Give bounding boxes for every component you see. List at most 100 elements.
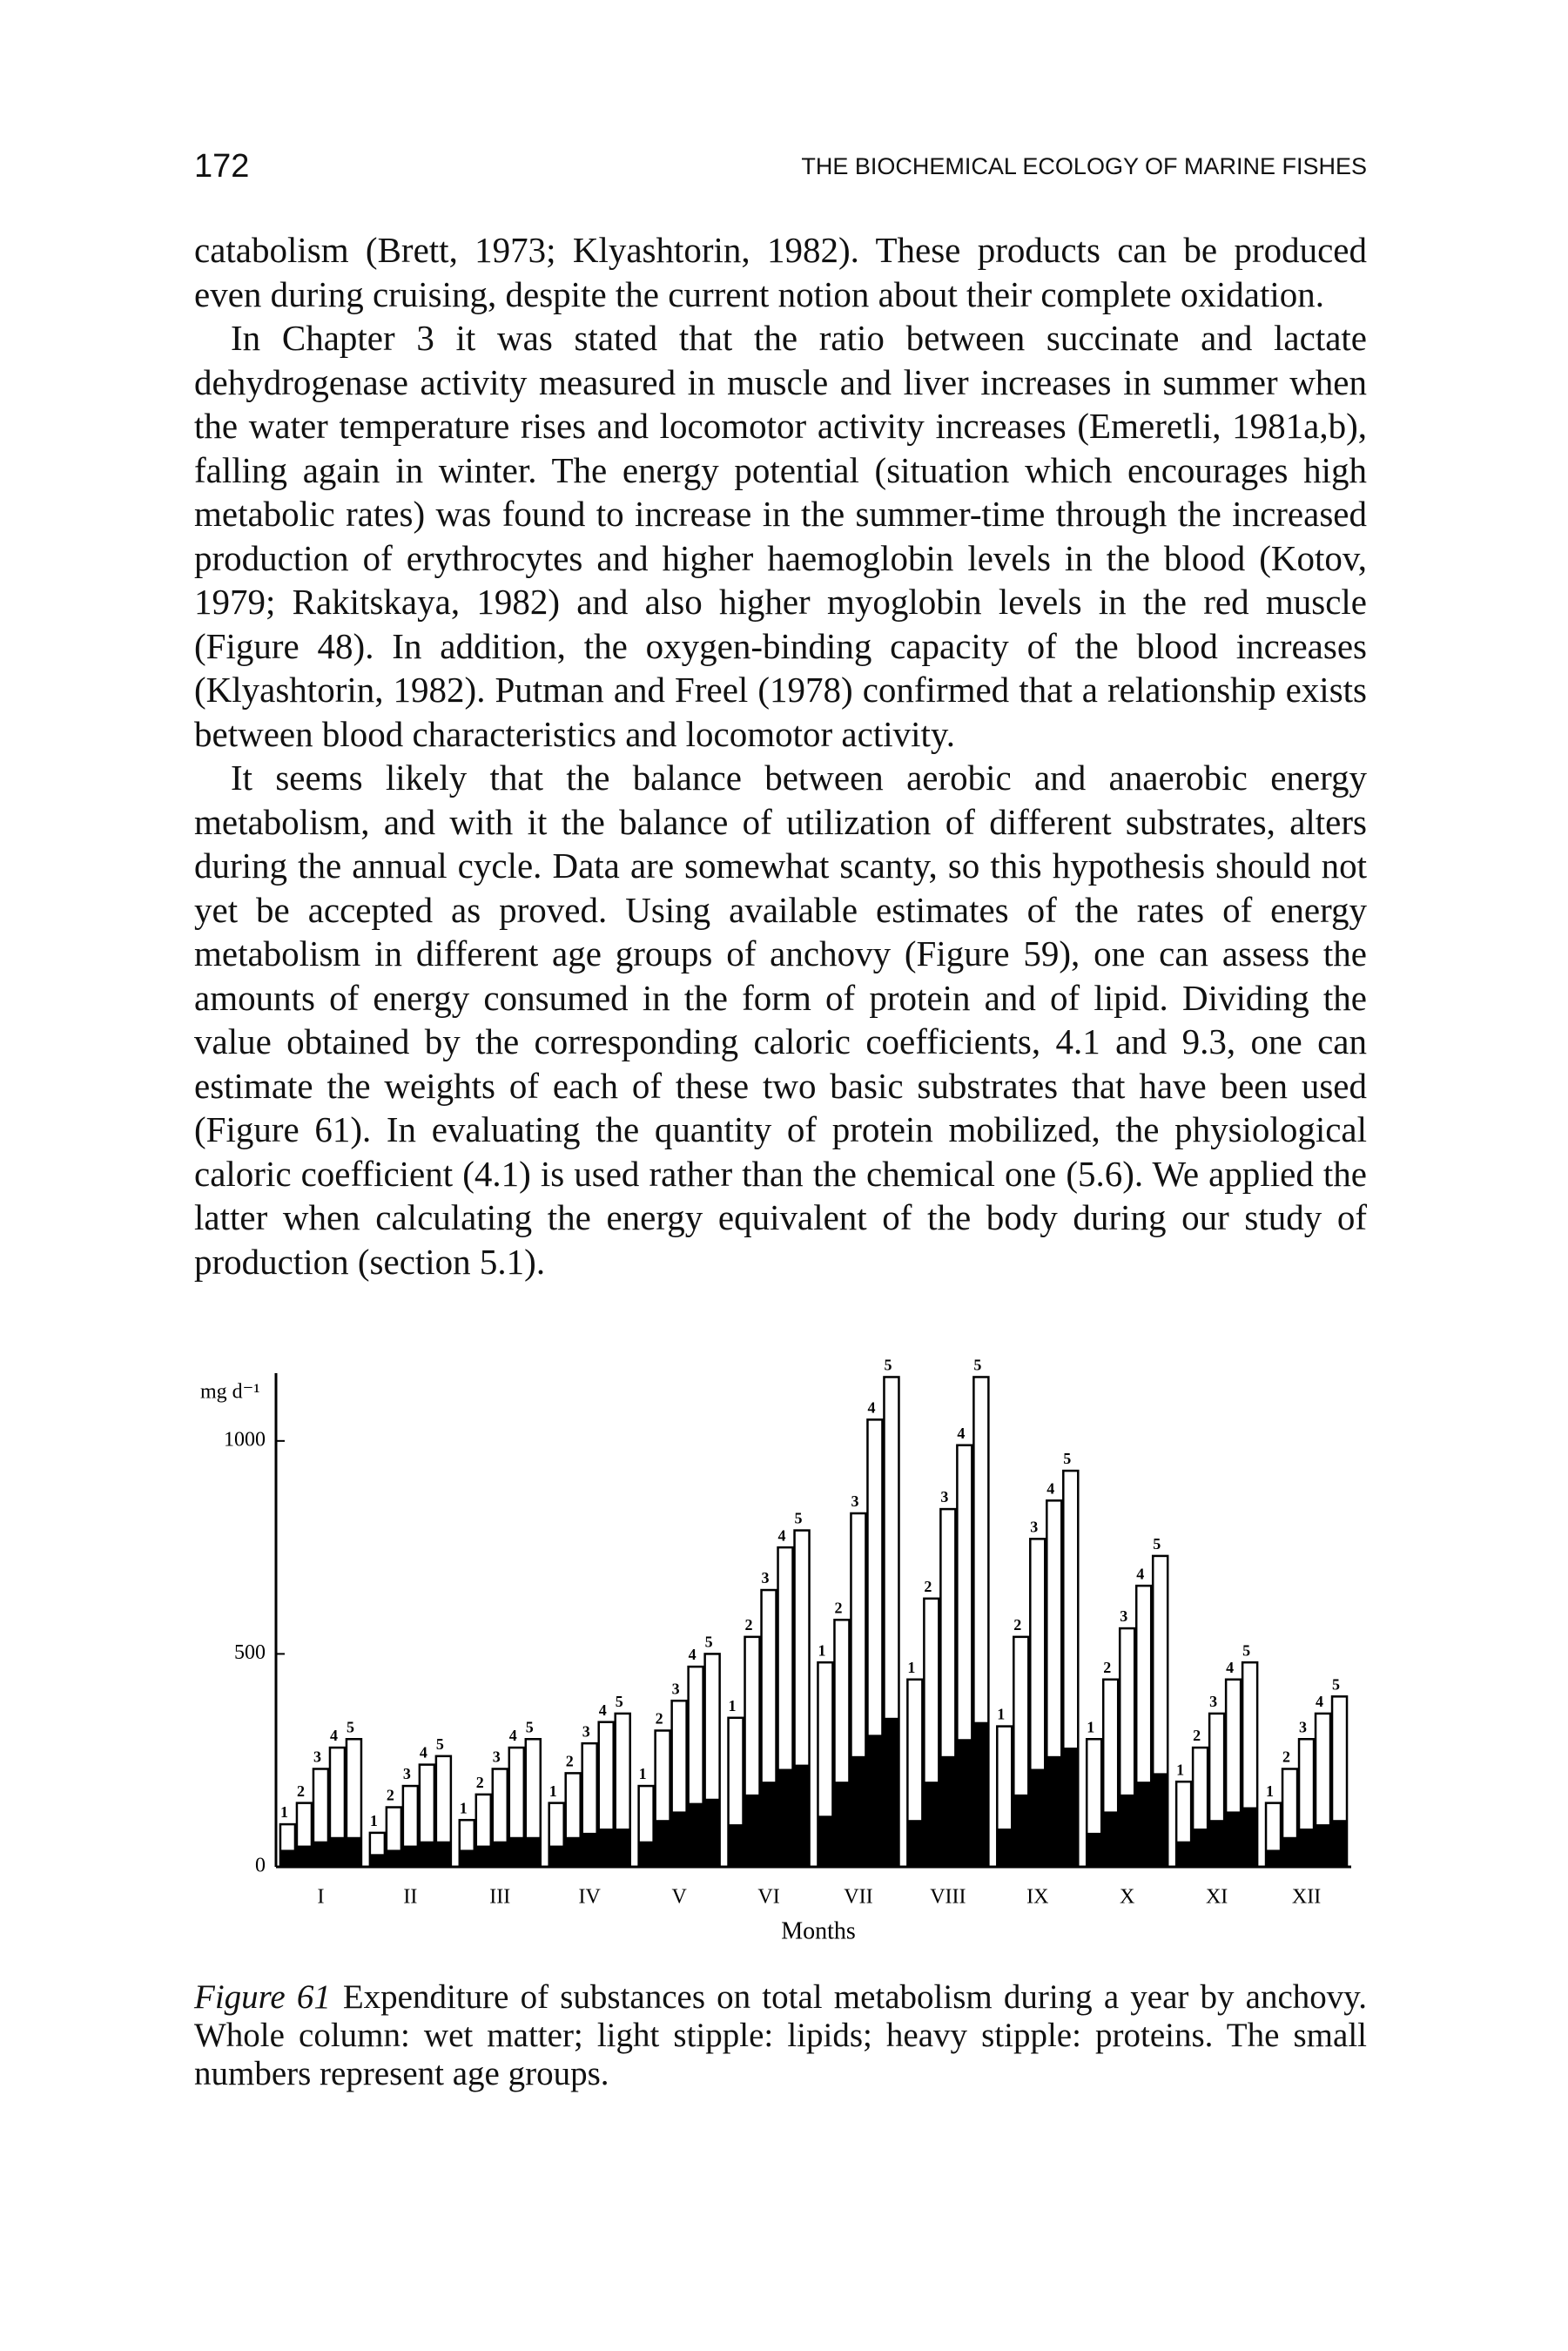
age-label: 5: [1063, 1450, 1071, 1467]
x-tick-label: X: [1120, 1886, 1134, 1909]
age-label: 3: [1030, 1518, 1038, 1535]
header: 172 THE BIOCHEMICAL ECOLOGY OF MARINE FI…: [194, 148, 1367, 192]
age-label: 4: [1046, 1479, 1054, 1497]
protein-bar: [279, 1849, 295, 1867]
age-label: 2: [656, 1710, 663, 1728]
age-label: 5: [795, 1510, 803, 1527]
protein-bar: [997, 1828, 1013, 1867]
protein-bar: [1120, 1794, 1135, 1867]
protein-bar: [761, 1782, 777, 1867]
age-label: 3: [672, 1680, 680, 1697]
x-tick-label: II: [403, 1886, 417, 1909]
protein-bar: [671, 1811, 687, 1867]
age-label: 3: [1209, 1693, 1217, 1710]
age-label: 5: [616, 1693, 623, 1710]
protein-bar: [296, 1845, 312, 1867]
age-label: 4: [509, 1727, 517, 1744]
age-label: 3: [851, 1492, 858, 1510]
age-label: 2: [1103, 1659, 1111, 1676]
protein-bar: [1299, 1828, 1315, 1867]
age-label: 5: [347, 1718, 354, 1735]
age-label: 5: [436, 1735, 444, 1753]
caption: Figure 61 Expenditure of substances on to…: [194, 1978, 1367, 2093]
age-label: 3: [313, 1748, 321, 1766]
age-label: 2: [1282, 1748, 1290, 1766]
protein-bar: [475, 1845, 491, 1867]
age-label: 4: [778, 1526, 786, 1544]
age-label: 2: [476, 1774, 484, 1791]
age-label: 3: [582, 1722, 590, 1740]
protein-bar: [1153, 1773, 1168, 1867]
protein-bar: [1209, 1820, 1225, 1867]
x-tick-label: VIII: [930, 1886, 966, 1909]
protein-bar: [884, 1717, 899, 1867]
protein-bar: [957, 1739, 972, 1867]
x-tick-label: VII: [844, 1886, 872, 1909]
protein-bar: [369, 1854, 385, 1867]
protein-bar: [1103, 1811, 1119, 1867]
page-number: 172: [194, 148, 250, 185]
caption-text: Expenditure of substances on total metab…: [194, 1978, 1367, 2092]
age-label: 4: [1226, 1659, 1234, 1676]
age-label: 3: [1299, 1718, 1307, 1735]
protein-bar: [1013, 1794, 1029, 1867]
age-label: 4: [420, 1744, 427, 1762]
protein-bar: [704, 1798, 720, 1867]
age-label: 4: [867, 1399, 875, 1417]
age-label: 1: [549, 1782, 557, 1800]
age-label: 2: [924, 1578, 932, 1595]
age-label: 1: [370, 1812, 378, 1829]
protein-bar: [435, 1841, 451, 1867]
age-label: 3: [1120, 1607, 1127, 1625]
protein-bar: [313, 1841, 328, 1867]
x-tick-label: V: [671, 1886, 687, 1909]
protein-bar: [459, 1849, 474, 1867]
protein-bar: [1266, 1849, 1282, 1867]
age-label: 5: [705, 1634, 713, 1651]
protein-bar: [508, 1836, 524, 1867]
x-tick-label: XII: [1292, 1886, 1321, 1909]
protein-bar: [346, 1836, 361, 1867]
protein-bar: [777, 1768, 793, 1867]
protein-bar: [907, 1820, 923, 1867]
age-label: 2: [297, 1782, 305, 1800]
protein-bar: [940, 1755, 956, 1867]
protein-bar: [582, 1832, 597, 1867]
age-label: 5: [1332, 1675, 1340, 1693]
x-tick-label: VI: [757, 1886, 779, 1909]
protein-bar: [818, 1815, 833, 1867]
age-label: 4: [689, 1646, 697, 1663]
protein-bar: [851, 1755, 866, 1867]
paragraph: It seems likely that the balance between…: [194, 758, 1367, 1282]
protein-bar: [655, 1820, 670, 1867]
protein-bar: [565, 1836, 581, 1867]
age-label: 2: [566, 1753, 574, 1770]
age-label: 2: [745, 1616, 753, 1634]
x-axis-label: Months: [781, 1917, 856, 1944]
age-label: 1: [280, 1803, 288, 1821]
age-label: 5: [884, 1357, 892, 1374]
caption-label: Figure 61: [194, 1978, 331, 2016]
protein-bar: [386, 1849, 401, 1867]
protein-bar: [1030, 1768, 1046, 1867]
age-label: 1: [729, 1697, 737, 1714]
age-label: 5: [1153, 1535, 1161, 1553]
protein-bar: [1332, 1820, 1348, 1867]
protein-bar: [329, 1836, 345, 1867]
age-label: 2: [1013, 1616, 1021, 1634]
age-label: 4: [1316, 1693, 1323, 1710]
age-label: 4: [957, 1425, 965, 1442]
age-label: 3: [403, 1765, 411, 1782]
protein-bar: [492, 1841, 508, 1867]
age-label: 1: [1087, 1718, 1094, 1735]
x-tick-label: III: [489, 1886, 510, 1909]
protein-bar: [1242, 1807, 1258, 1867]
paragraph: In Chapter 3 it was stated that the rati…: [194, 318, 1367, 754]
body-text: catabolism (Brett, 1973; Klyashtorin, 19…: [194, 228, 1367, 1283]
age-label: 2: [834, 1599, 842, 1616]
protein-bar: [1136, 1782, 1152, 1867]
age-label: 1: [1266, 1782, 1274, 1800]
protein-bar: [794, 1764, 810, 1867]
protein-bar: [728, 1824, 744, 1867]
